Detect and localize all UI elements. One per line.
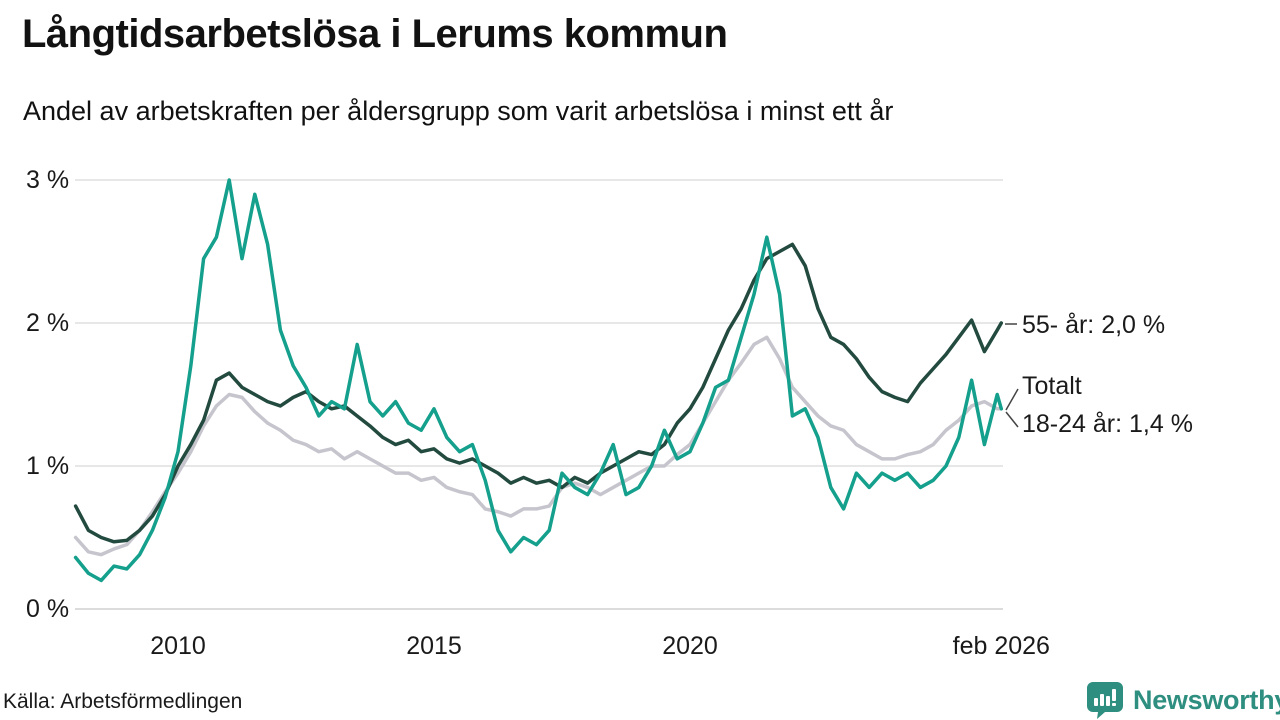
gridlines <box>75 179 1003 610</box>
newsworthy-wordmark: Newsworthy <box>1133 685 1280 715</box>
x-tick-label: 2020 <box>662 632 718 660</box>
series-line-55-r <box>73 242 1004 544</box>
x-tick-label: 2015 <box>406 632 462 660</box>
page-subtitle: Andel av arbetskraften per åldersgrupp s… <box>23 96 894 126</box>
series-lines <box>73 178 1004 583</box>
y-tick-label: 0 % <box>26 595 70 623</box>
series-label-18-24-ar: 18-24 år: 1,4 % <box>1022 410 1193 438</box>
newsworthy-logo: Newsworthy <box>1086 681 1280 719</box>
newsworthy-logo-icon <box>1087 682 1123 719</box>
x-tick-label: 2010 <box>150 632 206 660</box>
annotation-connector-lines <box>1005 323 1019 428</box>
x-tick-label: feb 2026 <box>952 632 1050 660</box>
y-tick-label: 1 % <box>26 452 70 480</box>
series-line-18-24-r <box>73 178 1004 583</box>
series-label-totalt: Totalt <box>1022 372 1082 400</box>
source-note: Källa: Arbetsförmedlingen <box>3 690 243 713</box>
series-line-totalt <box>73 335 1004 557</box>
y-tick-label: 2 % <box>26 309 70 337</box>
page-title: Långtidsarbetslösa i Lerums kommun <box>22 12 728 56</box>
y-tick-label: 3 % <box>26 166 70 194</box>
series-label-55-ar: 55- år: 2,0 % <box>1022 311 1166 339</box>
